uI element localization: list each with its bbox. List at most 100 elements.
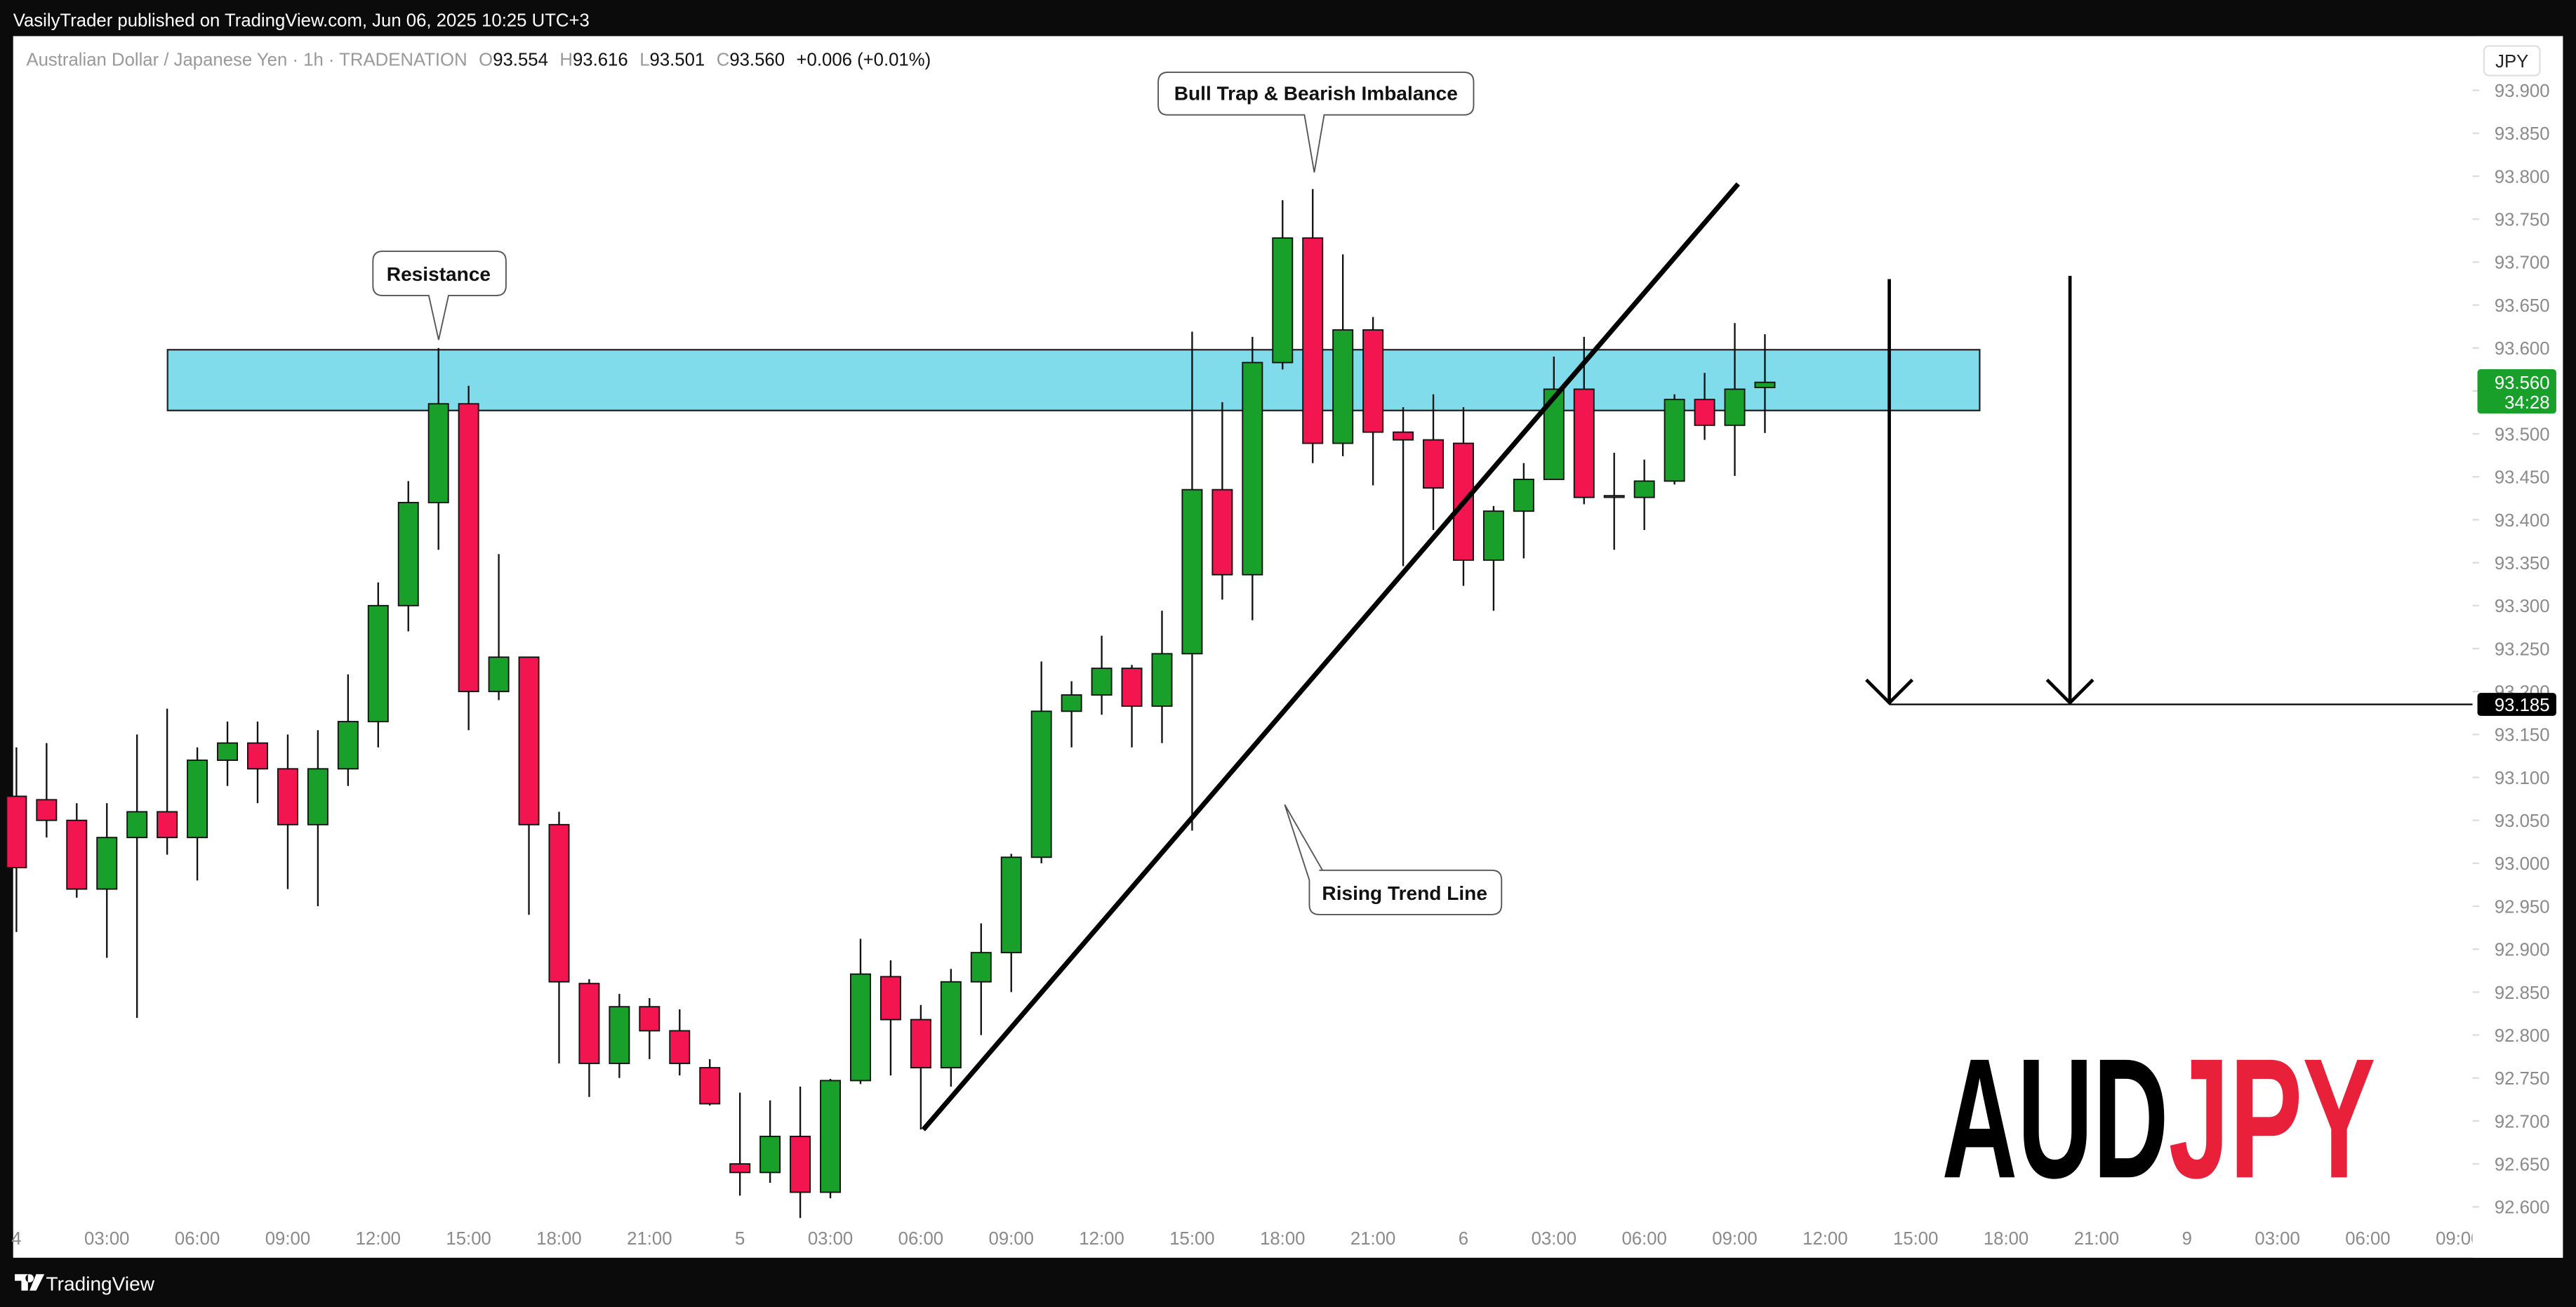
- candle-body: [1513, 479, 1534, 512]
- candle-body: [940, 981, 962, 1069]
- y-tick-label: 92.700: [2495, 1112, 2550, 1132]
- candle-body: [910, 1019, 931, 1069]
- target-tag: [2477, 693, 2556, 716]
- brand: TradingView: [46, 1273, 155, 1295]
- y-tick-label: 93.000: [2495, 854, 2550, 874]
- x-tick-label: 03:00: [1532, 1229, 1576, 1249]
- candle-body: [1482, 510, 1504, 561]
- x-tick-label: 6: [1459, 1229, 1468, 1249]
- candle-body: [820, 1080, 842, 1193]
- x-tick-label: 15:00: [446, 1229, 491, 1249]
- candle-body: [1362, 329, 1384, 433]
- candle-body: [427, 403, 449, 503]
- candle-body: [1091, 668, 1113, 696]
- x-tick-label: 03:00: [84, 1229, 129, 1249]
- callout-box: [1284, 804, 1503, 915]
- candle-body: [879, 976, 901, 1021]
- candle-body: [1030, 710, 1052, 858]
- candle-body: [1664, 399, 1685, 482]
- callout-text: Rising Trend Line: [1322, 882, 1487, 904]
- candle-body: [367, 604, 389, 722]
- legend: Australian Dollar / Japanese Yen · 1h · …: [26, 51, 931, 70]
- x-tick-label: 21:00: [2074, 1229, 2119, 1249]
- candle-body: [970, 952, 992, 983]
- x-tick-label: 06:00: [1621, 1229, 1666, 1249]
- y-tick-label: 92.950: [2495, 897, 2550, 917]
- y-tick-label: 93.600: [2495, 339, 2550, 359]
- x-tick-label: 06:00: [898, 1229, 943, 1249]
- arrow-head: [2045, 678, 2094, 705]
- x-tick-label: 21:00: [627, 1229, 672, 1249]
- candle-body: [1242, 361, 1263, 576]
- candle-body: [1573, 388, 1595, 498]
- candle-body: [850, 973, 871, 1082]
- x-tick-label: 18:00: [1984, 1229, 2029, 1249]
- candle-body: [1694, 399, 1715, 426]
- y-tick-label: 93.650: [2495, 296, 2550, 316]
- target-tag-label: 93.185: [2495, 696, 2550, 715]
- ohlc-key: C: [717, 51, 730, 70]
- watermark-quote: JPY: [2169, 1023, 2376, 1214]
- x-tick-label: 9: [2182, 1229, 2192, 1249]
- candle-body: [1121, 668, 1143, 707]
- candle-body: [1302, 237, 1324, 444]
- candle-body: [126, 811, 148, 839]
- ohlc-value: 93.560: [729, 51, 785, 70]
- candle-body: [1633, 480, 1655, 498]
- y-tick-label: 93.750: [2495, 211, 2550, 230]
- ohlc-value: 93.554: [493, 51, 548, 70]
- x-tick-label: 18:00: [1260, 1229, 1305, 1249]
- y-tick-label: 93.300: [2495, 597, 2550, 616]
- callout: Bull Trap & Bearish Imbalance: [1157, 71, 1475, 173]
- y-tick-label: 93.500: [2495, 425, 2550, 444]
- candle-body: [217, 742, 239, 761]
- candle-body: [518, 656, 540, 825]
- candle-body: [1603, 495, 1625, 498]
- ohlc-key: H: [559, 51, 573, 70]
- currency: JPY: [2495, 52, 2528, 72]
- countdown: 34:28: [2504, 393, 2549, 413]
- publisher: VasilyTrader published on TradingView.co…: [13, 11, 590, 30]
- last-price-label: 93.560: [2495, 373, 2550, 393]
- logo-mark: [15, 1274, 45, 1291]
- change: +0.006 (+0.01%): [797, 51, 931, 70]
- candle-body: [36, 799, 58, 821]
- candle-body: [277, 768, 298, 825]
- candle-body: [1332, 329, 1354, 444]
- axis: 93.900 93.850 93.800 93.750 93.700 93.650 93.6…: [2472, 81, 2556, 1218]
- target-arrows: [1865, 275, 2094, 705]
- watermark-base: AUD: [1942, 1023, 2169, 1214]
- currency-box: [2483, 45, 2541, 77]
- x-tick-label: 15:00: [1893, 1229, 1938, 1249]
- callout-text: Bull Trap & Bearish Imbalance: [1174, 83, 1458, 105]
- candle-body: [1061, 694, 1082, 712]
- candle-body: [1181, 489, 1203, 655]
- arrow-head: [1865, 678, 1914, 705]
- last-price-tag: [2477, 369, 2556, 414]
- price-axis: [2472, 36, 2563, 1258]
- x-tick-label: 12:00: [356, 1229, 401, 1249]
- y-tick-label: 92.650: [2495, 1155, 2550, 1174]
- x-tick-label: 5: [735, 1229, 745, 1249]
- ohlc-value: 93.616: [573, 51, 628, 70]
- x-tick-label: 09:00: [1712, 1229, 1757, 1249]
- candle-body: [1151, 653, 1173, 707]
- candle-body: [1211, 489, 1233, 576]
- y-tick-label: 93.100: [2495, 769, 2550, 788]
- candle-body: [6, 795, 27, 868]
- y-tick-label: 93.900: [2495, 81, 2550, 101]
- x-tick-label: 4: [11, 1229, 21, 1249]
- candle-body: [639, 1006, 660, 1032]
- y-tick-label: 93.050: [2495, 811, 2550, 831]
- candle-body: [1724, 388, 1746, 426]
- x-tick-label: 06:00: [175, 1229, 220, 1249]
- trend-line: [921, 182, 1740, 1132]
- y-tick-label: 92.900: [2495, 941, 2550, 960]
- y-tick-label: 93.350: [2495, 554, 2550, 573]
- candle-body: [548, 823, 570, 983]
- y-tick-label: 93.700: [2495, 253, 2550, 273]
- footer-logo: TradingView: [15, 1273, 155, 1295]
- candle-body: [1272, 237, 1294, 364]
